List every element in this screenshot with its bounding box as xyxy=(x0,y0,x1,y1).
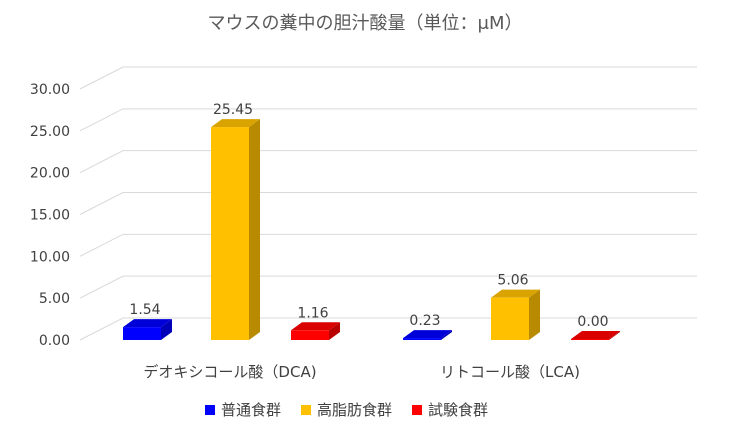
y-tick-label: 15.00 xyxy=(30,208,70,224)
y-tick-label: 20.00 xyxy=(30,166,70,182)
bar xyxy=(211,119,260,341)
y-tick-label: 30.00 xyxy=(30,82,70,98)
data-label: 0.23 xyxy=(409,313,440,329)
bar xyxy=(123,319,172,340)
y-tick-label: 5.00 xyxy=(39,291,70,307)
bar-front xyxy=(291,330,329,340)
legend-item: 試験食群 xyxy=(412,401,488,419)
legend-label: 試験食群 xyxy=(428,401,488,419)
gridline xyxy=(79,108,697,132)
category-label: リトコール酸（LCA) xyxy=(440,363,580,381)
bar-front xyxy=(571,339,609,340)
bar-side xyxy=(441,330,452,340)
bar-top xyxy=(211,119,260,128)
bar-top xyxy=(403,330,452,339)
legend-swatch xyxy=(301,405,311,415)
bar xyxy=(491,289,540,340)
legend-item: 高脂肪食群 xyxy=(301,401,392,419)
bar-side xyxy=(161,319,172,340)
bar-side xyxy=(609,331,620,340)
bar xyxy=(403,330,452,340)
bar-top xyxy=(491,289,540,298)
bar xyxy=(571,331,620,340)
y-tick-label: 25.00 xyxy=(30,124,70,140)
bar-side xyxy=(529,289,540,340)
category-label: デオキシコール酸（DCA) xyxy=(143,363,316,381)
legend-swatch xyxy=(205,405,215,415)
legend-label: 普通食群 xyxy=(221,401,281,419)
data-label: 25.45 xyxy=(213,102,253,118)
bar-front xyxy=(211,127,249,341)
y-tick-label: 10.00 xyxy=(30,249,70,265)
bar-top xyxy=(571,331,620,339)
gridline xyxy=(79,192,697,215)
bar-front xyxy=(123,327,161,340)
data-label: 1.54 xyxy=(129,302,160,318)
data-label: 1.16 xyxy=(297,305,328,321)
gridline xyxy=(79,150,697,174)
bar-front xyxy=(403,338,441,340)
bar-top xyxy=(123,319,172,328)
y-tick-label: 0.00 xyxy=(39,333,70,349)
gridline xyxy=(79,66,697,90)
bar-front xyxy=(491,297,529,340)
chart-title: マウスの糞中の胆汁酸量（単位：μM） xyxy=(208,13,523,34)
gridline xyxy=(79,275,697,299)
bar-side xyxy=(249,119,260,341)
legend-label: 高脂肪食群 xyxy=(317,401,392,419)
bar-top xyxy=(291,322,340,331)
data-label: 5.06 xyxy=(497,273,528,289)
legend-item: 普通食群 xyxy=(205,401,281,419)
bar-side xyxy=(329,322,340,340)
gridline xyxy=(79,233,697,257)
data-label: 0.00 xyxy=(577,314,608,330)
bar xyxy=(291,322,340,340)
legend-swatch xyxy=(412,405,422,415)
